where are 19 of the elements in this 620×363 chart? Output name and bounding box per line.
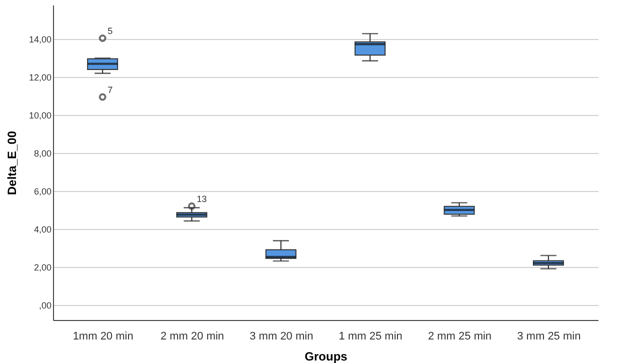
x-tick-label: 2 mm 25 min [428,330,492,342]
x-tick-label: 3 mm 20 min [250,330,314,342]
y-tick-label: 6,00 [34,186,52,196]
y-axis-title: Delta_E_00 [4,130,19,196]
y-tick-label: 4,00 [34,224,52,234]
y-tick-label: 8,00 [34,148,52,159]
y-tick-label: 14,00 [28,34,52,45]
x-tick-label: 1mm 20 min [72,330,134,342]
x-tick-label: 1 mm 25 min [338,330,402,342]
x-tick-label: 2 mm 20 min [160,330,224,342]
y-tick-label: 2,00 [34,262,52,272]
x-axis-title: Groups [304,350,348,363]
y-tick-label: ,00 [38,300,52,310]
annotation: 13 [196,194,207,204]
annotation: 7 [108,85,113,96]
annotation: 5 [108,26,113,36]
y-tick-label: 12,00 [28,72,52,83]
x-tick-label: 3 mm 25 min [517,330,581,342]
y-tick-label: 10,00 [28,110,52,121]
